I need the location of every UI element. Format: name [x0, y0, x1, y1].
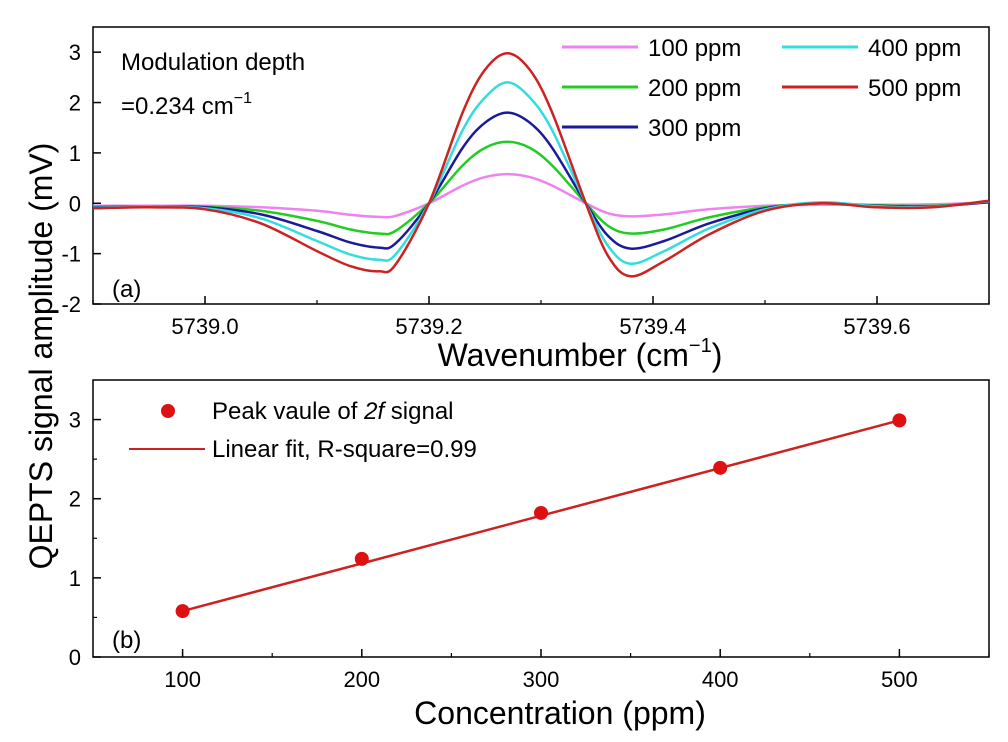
x-label-a-main: Wavenumber (cm — [438, 337, 689, 373]
y-tick-label-a: -2 — [61, 292, 81, 317]
peak-point — [713, 460, 728, 475]
y-tick-label-a: 1 — [69, 141, 81, 166]
y-tick-label-b: 0 — [69, 645, 81, 670]
legend-peak-prefix: Peak vaule of — [212, 398, 364, 425]
y-tick-label-b: 1 — [69, 566, 81, 591]
legend-label-200-ppm: 200 ppm — [648, 75, 741, 102]
x-tick-label-a: 5739.2 — [395, 314, 462, 339]
peak-point — [534, 505, 548, 520]
panel-b-y-ticks: 0 1 2 3 — [69, 408, 101, 670]
legend-label-100-ppm: 100 ppm — [648, 35, 741, 62]
x-tick-label-b: 500 — [881, 667, 918, 692]
panel-a-y-ticks: -2 -1 0 1 2 3 — [61, 40, 101, 317]
panel-b-legend: Peak vaule of 2f signal Linear fit, R-sq… — [129, 398, 477, 463]
panel-b: 0 1 2 3 100 200 300 400 500 (b) Peak vaule of 2… — [69, 379, 990, 731]
y-tick-label-b: 3 — [69, 408, 81, 433]
legend-label-400-ppm: 400 ppm — [868, 35, 961, 62]
y-axis-label: QEPTS signal amplitude (mV) — [23, 143, 59, 570]
legend-marker-peak — [161, 404, 175, 418]
peak-point — [892, 413, 907, 428]
panel-a-series-lines — [92, 51, 990, 278]
y-tick-label-a: -1 — [61, 242, 81, 267]
panel-b-x-ticks: 100 200 300 400 500 — [164, 649, 990, 692]
x-label-a-sup: −1 — [689, 335, 712, 357]
peak-point — [175, 604, 190, 619]
modulation-depth-value: =0.234 cm−1 — [121, 90, 252, 120]
series-line-200-ppm — [92, 140, 990, 236]
y-tick-label-a: 0 — [69, 191, 81, 216]
x-tick-label-b: 400 — [702, 667, 739, 692]
y-tick-label-b: 2 — [69, 487, 81, 512]
panel-b-label: (b) — [112, 627, 141, 654]
modulation-depth-annotation: Modulation depth — [121, 49, 305, 76]
panel-a-x-axis-label: Wavenumber (cm−1) — [438, 335, 723, 373]
panel-a: -2 -1 0 1 2 3 5739.0 5739.2 5739.4 5739.6 100 pp… — [61, 26, 990, 373]
legend-label-300-ppm: 300 ppm — [648, 115, 741, 142]
series-line-400-ppm — [92, 81, 990, 265]
legend-label-fit: Linear fit, R-square=0.99 — [212, 436, 477, 463]
legend-label-peak: Peak vaule of 2f signal — [212, 398, 454, 425]
x-tick-label-b: 300 — [523, 667, 560, 692]
x-tick-label-b: 100 — [164, 667, 201, 692]
x-tick-label-a: 5739.6 — [843, 314, 910, 339]
annotation-line-2: =0.234 cm — [121, 93, 234, 120]
legend-peak-suffix: signal — [384, 398, 453, 425]
legend-peak-italic: 2f — [363, 398, 386, 425]
annotation-line-1: Modulation depth — [121, 49, 305, 76]
peak-point — [354, 551, 369, 566]
x-label-a-close: ) — [712, 337, 723, 373]
x-tick-label-b: 200 — [343, 667, 380, 692]
panel-a-x-ticks: 5739.0 5739.2 5739.4 5739.6 — [92, 296, 990, 339]
panel-b-x-axis-label: Concentration (ppm) — [414, 695, 706, 731]
series-line-500-ppm — [92, 51, 990, 278]
panel-a-label: (a) — [112, 276, 141, 303]
panel-b-plot — [175, 413, 907, 619]
annotation-superscript: −1 — [234, 90, 252, 107]
x-tick-label-a: 5739.0 — [171, 314, 238, 339]
legend-label-500-ppm: 500 ppm — [868, 75, 961, 102]
y-tick-label-a: 2 — [69, 91, 81, 116]
panel-a-legend: 100 ppm 200 ppm 300 ppm 400 ppm 500 ppm — [562, 35, 961, 142]
y-tick-label-a: 3 — [69, 40, 81, 65]
x-tick-label-a: 5739.4 — [619, 314, 686, 339]
